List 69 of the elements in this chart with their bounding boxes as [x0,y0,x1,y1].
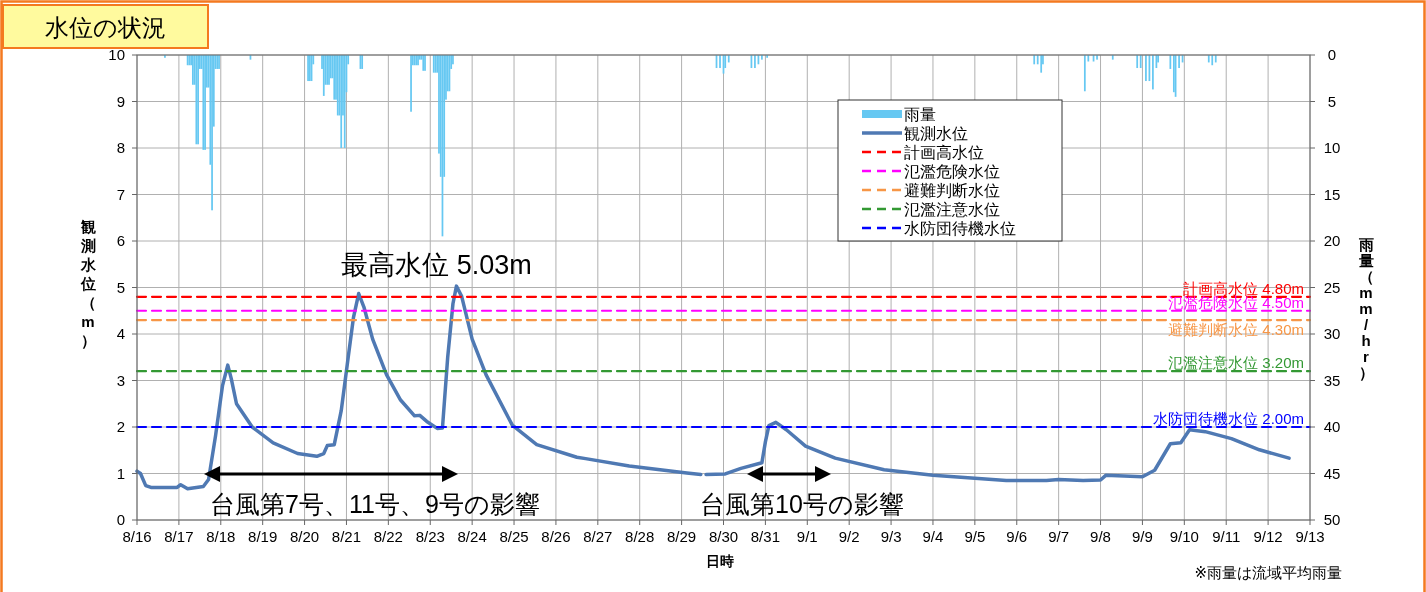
x-tick-label: 9/9 [1132,528,1153,545]
x-tick-label: 9/13 [1295,528,1325,545]
y2-tick-label: 35 [1323,371,1341,389]
x-tick-label: 8/17 [164,528,194,545]
legend-label: 避難判断水位 [904,182,1000,199]
y-tick-label: 8 [116,139,125,156]
annotation: 避難判断水位 4.30m [1168,321,1304,339]
y-tick-label: 6 [116,232,125,249]
y2-tick-label: 50 [1323,511,1341,528]
text: ※雨量は流域平均雨量 [1194,564,1342,581]
y-tick-label: 7 [116,185,125,203]
text: 雨量（mm/hr） [1358,236,1374,381]
x-tick-label: 8/20 [289,528,320,545]
annotation: 台風第10号の影響 [700,490,904,518]
y-tick-label: 2 [116,418,125,435]
x-tick-label: 8/30 [708,528,739,545]
x-tick-label: 8/19 [248,528,278,545]
x-tick-label: 9/3 [880,528,902,545]
x-tick-label: 8/29 [667,528,697,545]
y2-tick-label: 15 [1323,185,1341,203]
legend-label: 計画高水位 [904,144,984,161]
annotation: 氾濫注意水位 3.20m [1168,354,1304,372]
y-axis-title: 観測水位（m） [79,218,97,349]
x-tick-label: 8/27 [583,528,613,545]
x-tick-label: 9/4 [922,528,944,545]
x-tick-label: 8/23 [415,528,445,545]
y-tick-label: 0 [116,511,125,528]
x-tick-label: 8/31 [750,528,780,545]
x-tick-label: 9/5 [964,528,986,545]
annotation: 台風第7号、11号、9号の影響 [210,490,540,518]
x-tick-label: 8/18 [206,528,236,545]
x-tick-label: 9/11 [1212,528,1241,545]
x-tick-label: 9/8 [1090,528,1111,545]
x-tick-label: 9/2 [838,528,860,545]
y2-tick-label: 0 [1327,46,1337,63]
legend-label: 雨量 [904,106,936,123]
x-tick-label: 9/6 [1006,528,1028,545]
y2-tick-label: 30 [1323,325,1341,342]
y2-tick-label: 5 [1327,92,1337,110]
x-axis-title: 日時 [706,553,734,569]
legend-label: 氾濫危険水位 [904,163,1000,180]
x-tick-label: 8/25 [499,528,529,545]
y-tick-label: 10 [108,46,125,63]
y2-tick-label: 10 [1323,139,1341,156]
annotation: 最高水位 5.03m [341,250,532,281]
y-tick-label: 5 [116,278,125,296]
y-tick-label: 1 [116,464,125,482]
x-tick-label: 8/26 [541,528,571,545]
annotation: 水防団待機水位 2.00m [1153,410,1304,427]
x-tick-label: 8/16 [122,528,152,545]
y-tick-label: 9 [116,92,125,110]
y2-tick-label: 40 [1323,418,1341,435]
x-tick-label: 9/10 [1169,528,1199,545]
chart-title: 水位の状況 [44,14,166,41]
y2-tick-label: 45 [1323,464,1341,482]
y2-tick-label: 25 [1323,278,1341,296]
y-tick-label: 4 [116,325,125,342]
y2-tick-label: 20 [1323,232,1341,249]
x-tick-label: 8/28 [625,528,655,545]
y-tick-label: 3 [116,371,125,389]
x-tick-label: 9/1 [796,528,818,545]
x-tick-label: 8/24 [457,528,487,545]
legend-label: 水防団待機水位 [904,220,1016,237]
x-tick-label: 9/7 [1048,528,1070,545]
legend-label: 氾濫注意水位 [904,201,1000,218]
legend-label: 観測水位 [904,125,968,142]
x-tick-label: 8/22 [373,528,403,545]
x-tick-label: 8/21 [331,528,362,545]
x-tick-label: 9/12 [1253,528,1283,545]
